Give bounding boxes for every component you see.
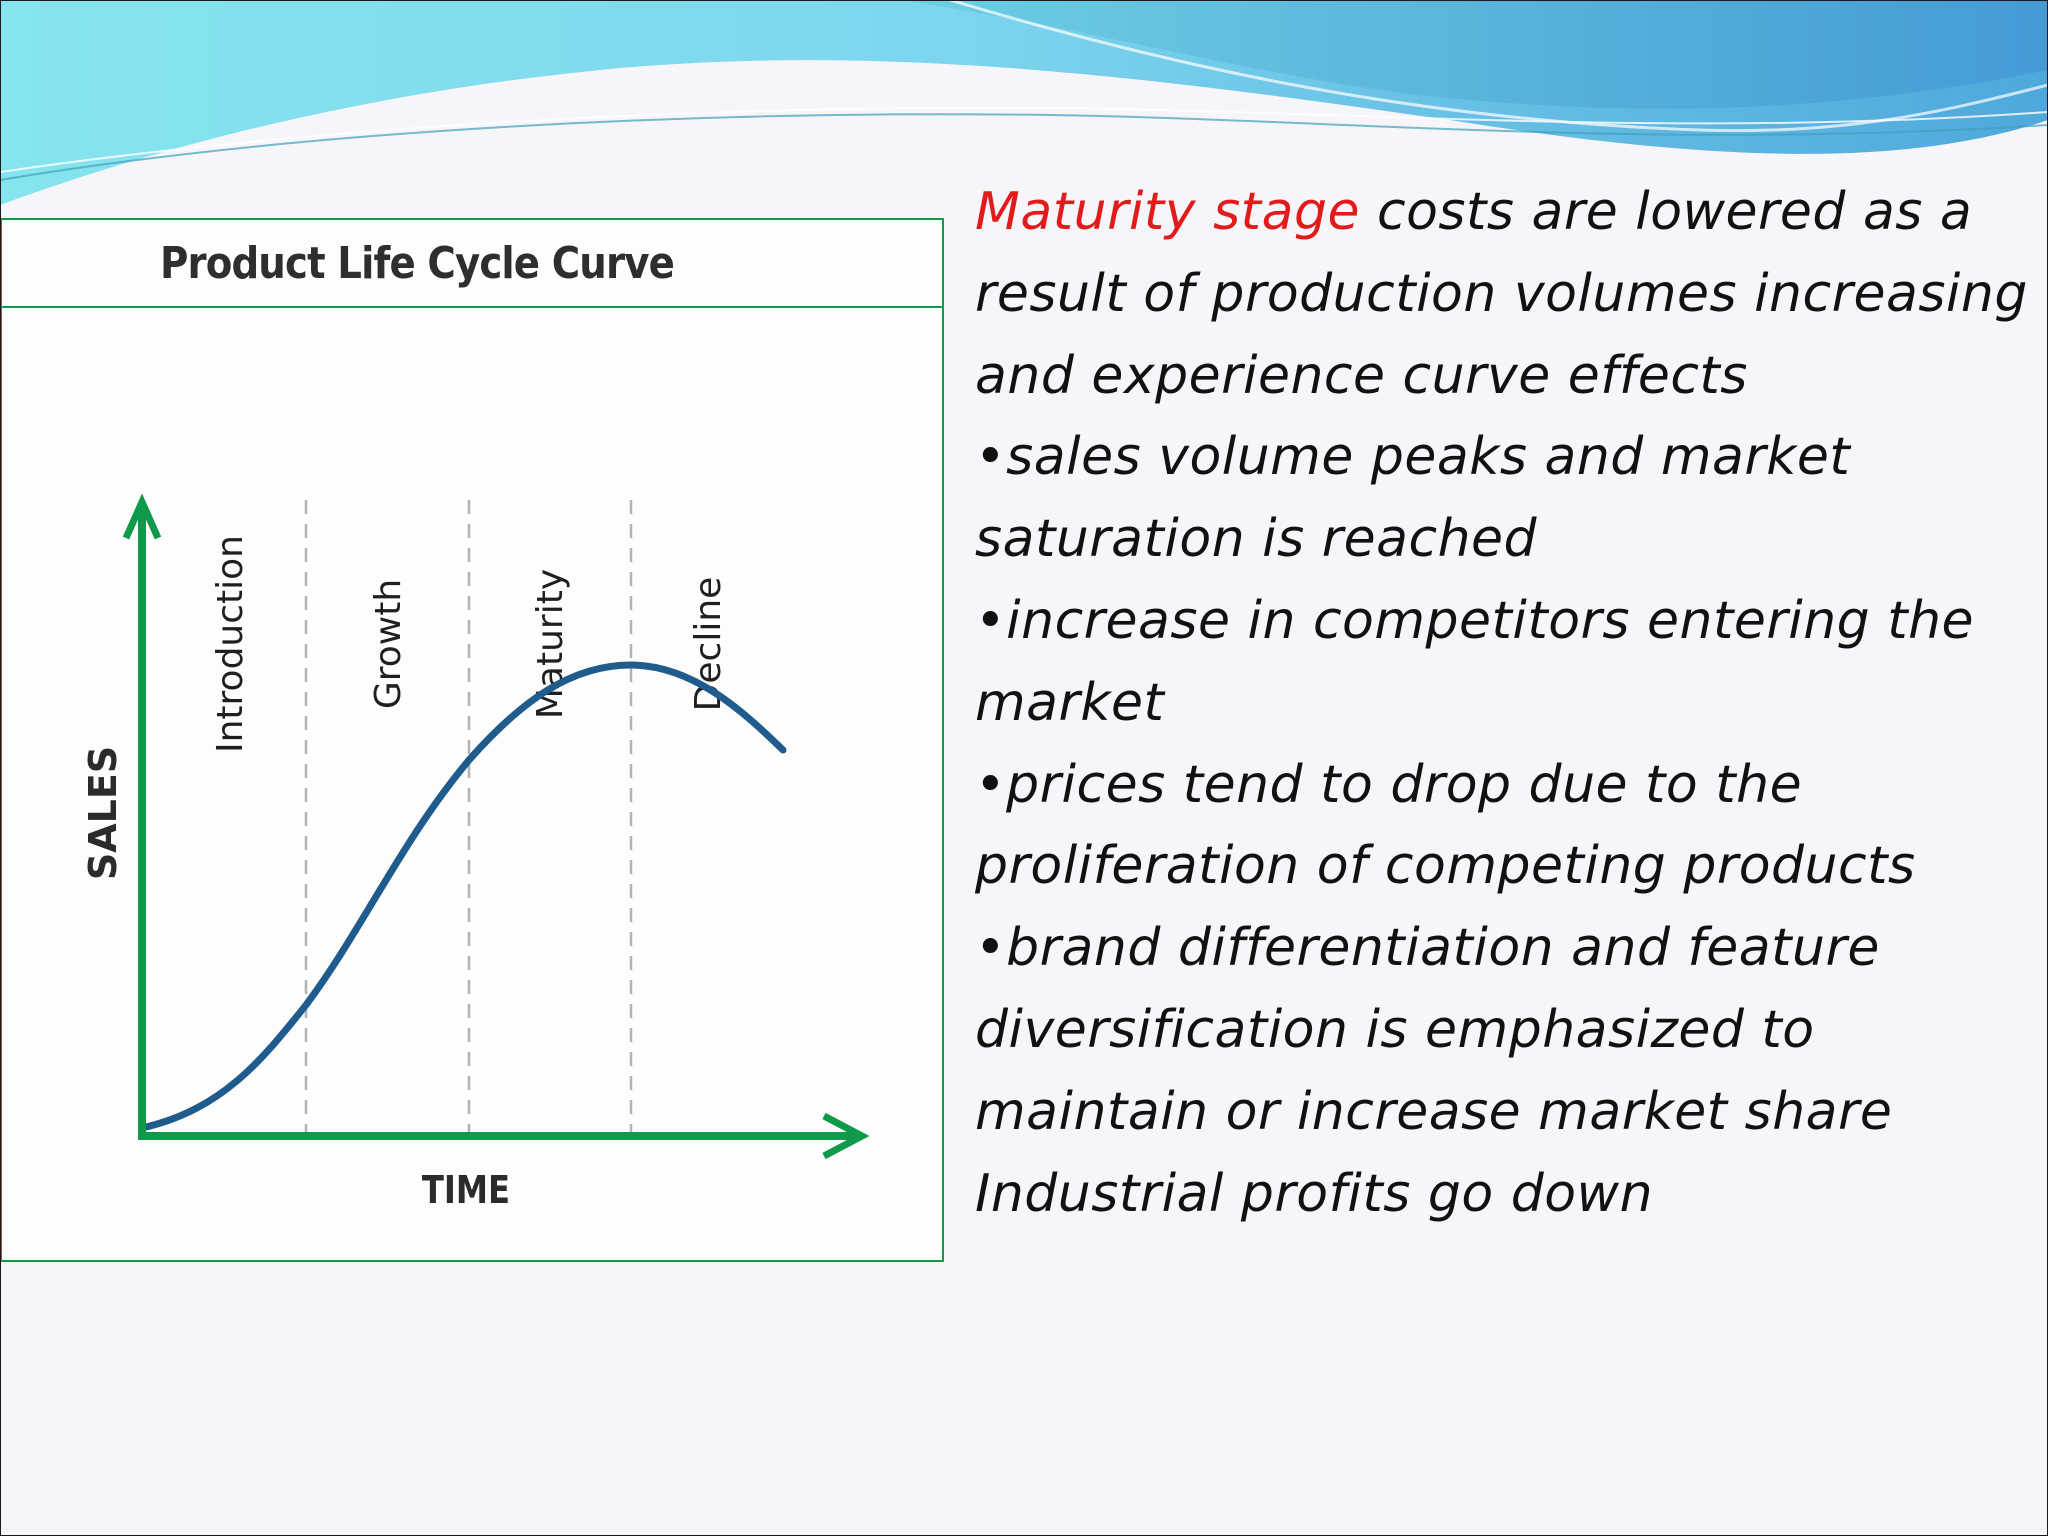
maturity-stage-highlight: Maturity stage <box>975 182 1360 242</box>
wave-back <box>900 0 2048 109</box>
closing-line: Industrial profits go down <box>975 1163 1654 1224</box>
bullet-item: •brand differentiation and feature diver… <box>975 918 1893 1142</box>
x-axis-arrowhead <box>822 1112 870 1160</box>
wave-line-1 <box>0 113 2048 181</box>
y-axis-arrowhead <box>122 493 162 540</box>
maturity-stage-text: Maturity stage costs are lowered as a re… <box>975 172 2035 1235</box>
bullet-item: •prices tend to drop due to the prolifer… <box>975 754 1916 897</box>
wave-line-2 <box>0 106 2048 173</box>
intro-paragraph: Maturity stage costs are lowered as a re… <box>975 172 2035 417</box>
bullet-item: •sales volume peaks and market saturatio… <box>975 427 1851 570</box>
intro-rest: costs are lowered as a result of product… <box>975 182 2028 406</box>
x-axis-label: TIME <box>422 1169 510 1213</box>
sales-curve <box>138 661 787 1132</box>
bullet-item: •increase in competitors entering the ma… <box>975 590 1975 733</box>
product-life-cycle-diagram: Introduction Growth Maturity Decline SAL… <box>81 493 870 1213</box>
top-wave-banner <box>0 0 2048 205</box>
diagram-title: Product Life Cycle Curve <box>160 237 675 289</box>
y-axis-label: SALES <box>81 746 125 880</box>
stage-label-growth: Growth <box>368 579 409 709</box>
stage-label-introduction: Introduction <box>210 535 251 753</box>
diagram-title-bar: Product Life Cycle Curve <box>2 220 942 308</box>
diagram-panel: Product Life Cycle Curve Introduction Gr… <box>0 218 944 1262</box>
wave-line-3 <box>949 0 2048 133</box>
